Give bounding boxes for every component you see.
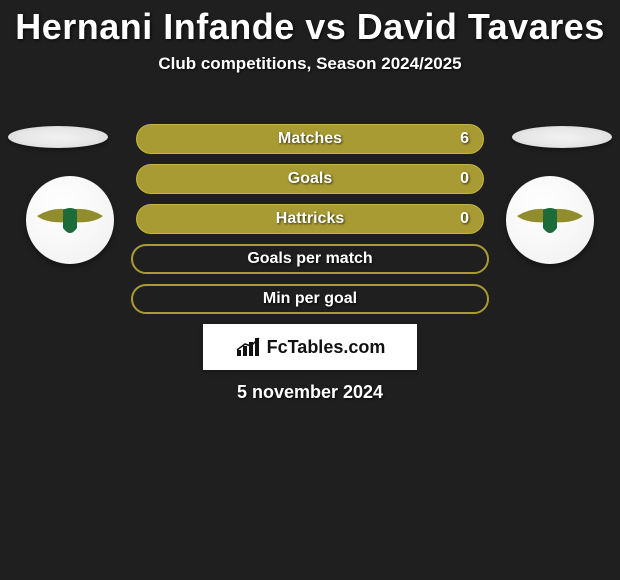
stat-pill-matches: Matches 6 [136, 124, 484, 154]
stat-label: Goals per match [247, 250, 372, 268]
stat-pill-hattricks: Hattricks 0 [136, 204, 484, 234]
stat-value-right: 0 [460, 210, 469, 228]
stat-pill-goals-per-match: Goals per match [131, 244, 489, 274]
brand-text: FcTables.com [267, 337, 386, 358]
stat-row: Goals per match [0, 244, 620, 274]
infographic-date: 5 november 2024 [0, 382, 620, 403]
stat-row: Hattricks 0 [0, 204, 620, 234]
stat-row: Matches 6 [0, 124, 620, 154]
page-subtitle: Club competitions, Season 2024/2025 [0, 54, 620, 74]
stat-label: Min per goal [263, 290, 357, 308]
stat-value-right: 6 [460, 130, 469, 148]
brand-chart-icon [235, 336, 261, 358]
stat-label: Matches [278, 130, 342, 148]
stat-value-right: 0 [460, 170, 469, 188]
stat-label: Goals [288, 170, 332, 188]
stat-pill-goals: Goals 0 [136, 164, 484, 194]
stat-row: Goals 0 [0, 164, 620, 194]
stat-pill-min-per-goal: Min per goal [131, 284, 489, 314]
page-title: Hernani Infande vs David Tavares [0, 0, 620, 48]
stat-row: Min per goal [0, 284, 620, 314]
stat-rows: Matches 6 Goals 0 Hattricks 0 Goals per … [0, 124, 620, 403]
brand-box: FcTables.com [203, 324, 417, 370]
stat-label: Hattricks [276, 210, 344, 228]
